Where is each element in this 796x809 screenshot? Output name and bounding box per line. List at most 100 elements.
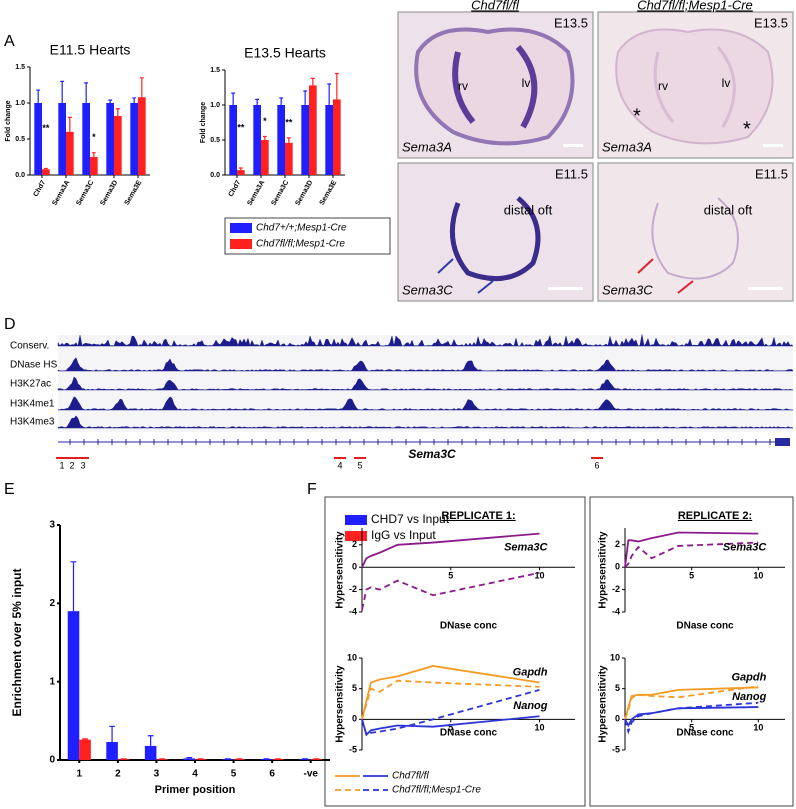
chart-title: E13.5 Hearts <box>244 45 326 61</box>
gene-label: Sema3C <box>402 282 453 297</box>
y-axis-label: Hypersensitivity <box>335 665 346 743</box>
y-tick-label: 0 <box>49 755 55 766</box>
y-tick-label: 10 <box>347 652 357 662</box>
primer-label: 1 <box>59 460 64 470</box>
bar <box>58 103 66 175</box>
bar <box>117 759 130 760</box>
error-bar <box>262 135 267 140</box>
stage-label: E11.5 <box>555 166 588 181</box>
significance: ** <box>42 123 50 133</box>
legend-label: Chd7fl/fl <box>392 771 429 782</box>
error-bar <box>139 77 144 98</box>
ventricle <box>653 46 736 128</box>
line-series <box>361 571 540 610</box>
bar <box>156 759 168 760</box>
region-label: distal oft <box>504 202 553 217</box>
y-axis-label: Fold change <box>5 100 12 141</box>
panel-letter: F <box>307 481 317 498</box>
y-tick-label: 0 <box>615 562 620 572</box>
bar <box>277 105 285 175</box>
error-bar <box>67 116 72 132</box>
x-tick-label: -ve <box>303 769 318 780</box>
error-bar <box>84 82 89 103</box>
bar <box>34 103 42 175</box>
y-tick-label: 0.0 <box>210 172 220 179</box>
scale-bar <box>563 144 583 147</box>
region-label: rv <box>458 79 468 93</box>
x-tick-label: 10 <box>753 723 763 733</box>
track-label: DNase HS <box>10 360 58 371</box>
line-series <box>361 665 540 720</box>
error-bar <box>238 167 243 171</box>
line-series <box>624 531 759 568</box>
region-label: rv <box>658 79 668 93</box>
x-axis-label: DNase conc <box>440 621 498 632</box>
y-axis-label: Hypersensitivity <box>598 531 609 609</box>
exon-block <box>775 438 790 446</box>
stage-label: E11.5 <box>755 166 788 181</box>
legend-swatch <box>345 531 367 541</box>
column-header: Chd7fl/fl;Mesp1-Cre <box>637 0 753 12</box>
x-tick-label: Sema3A <box>51 179 71 206</box>
y-tick-label: -4 <box>349 606 357 616</box>
bar <box>114 115 122 175</box>
bar <box>106 741 118 760</box>
bar <box>90 157 98 175</box>
x-tick-label: 5 <box>448 723 453 733</box>
x-tick-label: Chd7 <box>228 179 243 198</box>
x-tick-label: Sema3C <box>270 179 290 206</box>
y-tick-label: 2 <box>352 539 357 549</box>
gene-label: Sema3A <box>602 139 652 154</box>
y-tick-label: 1.0 <box>15 100 25 107</box>
gene-label: Sema3C <box>602 282 653 297</box>
asterisk: * <box>743 118 751 140</box>
signal-track <box>57 415 794 429</box>
bar <box>67 611 80 760</box>
bar <box>233 759 246 760</box>
bar <box>301 105 309 175</box>
y-tick-label: 0 <box>352 714 357 724</box>
y-tick-label: 0.0 <box>15 172 25 179</box>
stage-label: E13.5 <box>754 15 788 30</box>
replicate-title: REPLICATE 1: <box>441 510 515 522</box>
error-bar <box>108 99 113 103</box>
y-tick-label: 10 <box>610 652 620 662</box>
y-tick-label: -4 <box>612 606 620 616</box>
line-series <box>361 532 540 568</box>
y-tick-label: 1.5 <box>210 67 220 74</box>
scale-bar <box>763 144 783 147</box>
curve-label: Sema3C <box>723 542 767 554</box>
y-tick-label: 0 <box>615 714 620 724</box>
region-label: distal oft <box>704 202 753 217</box>
error-bar <box>132 97 137 103</box>
region-label: lv <box>522 76 531 90</box>
ventricle <box>452 45 538 129</box>
column-header: Chd7fl/fl <box>471 0 520 12</box>
x-axis-label: Primer position <box>155 784 236 796</box>
bar <box>229 105 237 175</box>
signal-track <box>57 396 794 411</box>
panel-f-box <box>589 496 794 807</box>
y-axis-label: Hypersensitivity <box>335 531 346 609</box>
x-tick-label: 1 <box>77 769 83 780</box>
y-tick-label: 3 <box>49 520 55 531</box>
y-axis-label: Hypersensitivity <box>598 665 609 743</box>
x-tick-label: 6 <box>269 769 275 780</box>
legend-label: Chd7fl/fl;Mesp1-Cre <box>392 785 481 796</box>
legend-swatch <box>230 239 252 249</box>
y-tick-label: -5 <box>349 744 357 754</box>
x-tick-label: 4 <box>192 769 198 780</box>
x-tick-label: Sema3D <box>99 179 119 206</box>
curve-label: Gapdh <box>513 666 548 678</box>
y-tick-label: -5 <box>612 744 620 754</box>
y-tick-label: -2 <box>349 584 357 594</box>
x-tick-label: 5 <box>448 571 453 581</box>
bar <box>66 131 74 175</box>
legend-label: Chd7+/+;Mesp1-Cre <box>256 223 347 234</box>
bar <box>260 759 273 760</box>
significance: ** <box>237 122 245 132</box>
bar <box>261 140 269 175</box>
bar <box>106 103 114 175</box>
bar <box>253 105 261 175</box>
arrow <box>637 258 654 274</box>
